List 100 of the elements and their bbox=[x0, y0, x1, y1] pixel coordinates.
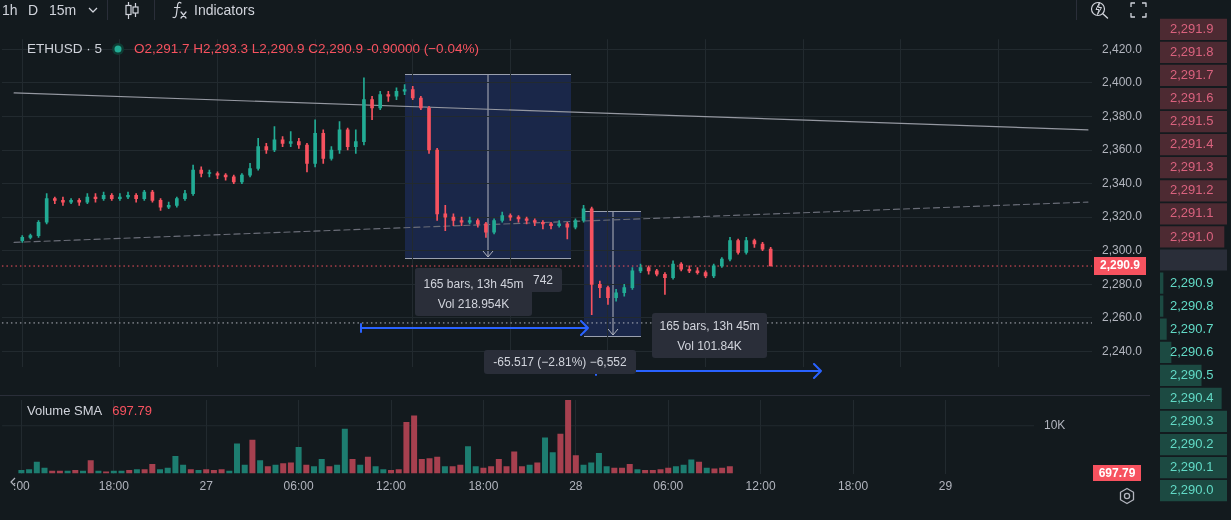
bar bbox=[218, 469, 225, 474]
bar bbox=[534, 462, 541, 474]
x-tick-label: 28 bbox=[569, 479, 583, 494]
ref-line-label: 10K bbox=[1044, 418, 1066, 433]
bar bbox=[341, 428, 348, 474]
bar bbox=[133, 469, 140, 474]
bar bbox=[465, 446, 472, 474]
text: 15m bbox=[49, 1, 77, 19]
x-tick-label: 27 bbox=[199, 479, 214, 494]
y-tick-label: 2,291.2 bbox=[1170, 182, 1214, 198]
bar bbox=[264, 466, 271, 474]
bar bbox=[180, 464, 187, 474]
annotation: Vol 218.954K bbox=[436, 296, 511, 312]
bar bbox=[441, 466, 448, 474]
bar bbox=[696, 461, 703, 474]
annotation: Vol 101.84K bbox=[676, 338, 743, 354]
y-tick-label: 2,420.0 bbox=[1102, 41, 1143, 56]
bar bbox=[157, 469, 164, 474]
x-tick-label: 12:00 bbox=[745, 479, 776, 494]
bar bbox=[472, 466, 479, 474]
y-tick-label: 2,291.0 bbox=[1170, 228, 1214, 244]
y-tick-label: 2,291.9 bbox=[1170, 20, 1214, 36]
bar bbox=[318, 458, 325, 474]
y-tick-label: 2,291.7 bbox=[1170, 67, 1214, 83]
y-tick-label: 2,290.4 bbox=[1170, 389, 1214, 405]
bar bbox=[349, 458, 356, 474]
bar bbox=[518, 466, 525, 474]
bar bbox=[1160, 318, 1167, 340]
candlestick bbox=[288, 131, 293, 147]
y-tick-label: 2,290.9 bbox=[1170, 274, 1214, 290]
y-tick-label: 2,380.0 bbox=[1102, 108, 1143, 123]
y-tick-label: 2,290.6 bbox=[1170, 343, 1214, 359]
bar bbox=[103, 471, 110, 474]
bar bbox=[488, 466, 495, 474]
y-tick-label: 2,300.0 bbox=[1102, 243, 1143, 258]
x-tick-label: 06:00 bbox=[283, 479, 314, 494]
y-tick-label: 2,291.3 bbox=[1170, 159, 1214, 175]
bar bbox=[326, 466, 333, 474]
y-tick-label: 2,290.8 bbox=[1170, 297, 1214, 313]
text: D bbox=[28, 1, 39, 19]
y-tick-label: 2,290.5 bbox=[1170, 366, 1214, 382]
y-tick-label: 2,291.4 bbox=[1170, 136, 1214, 152]
y-tick-label: 2,280.0 bbox=[1102, 276, 1143, 291]
y-tick-label: 2,291.6 bbox=[1170, 90, 1214, 106]
bar bbox=[241, 464, 248, 474]
x-tick-label: 06:00 bbox=[653, 479, 684, 494]
y-tick-label: 2,320.0 bbox=[1102, 209, 1143, 224]
bar bbox=[711, 468, 718, 474]
bar bbox=[411, 415, 418, 474]
bar bbox=[1160, 272, 1164, 294]
y-tick-label: 2,290.1 bbox=[1170, 459, 1214, 475]
y-tick-label: 2,291.8 bbox=[1170, 43, 1214, 59]
text: 1h bbox=[2, 1, 18, 19]
x-tick-label: 18:00 bbox=[98, 479, 130, 494]
y-tick-label: 2,291.5 bbox=[1170, 113, 1214, 129]
bar bbox=[187, 469, 194, 474]
chart-title: ETHUSD · 5 bbox=[27, 41, 103, 57]
bar bbox=[87, 460, 94, 474]
bar bbox=[33, 461, 40, 474]
bar bbox=[249, 439, 256, 474]
x-tick-label: 18:00 bbox=[838, 479, 869, 494]
bar bbox=[303, 464, 310, 474]
bar bbox=[726, 466, 733, 474]
bar bbox=[272, 464, 279, 474]
chart-subtitle: 697.79 bbox=[112, 403, 152, 419]
text: Indicators bbox=[194, 1, 255, 19]
annotation: 165 bars, 13h 45m bbox=[422, 276, 525, 293]
bar bbox=[672, 466, 679, 474]
bar bbox=[203, 469, 210, 474]
bar bbox=[287, 462, 294, 474]
y-tick-label: 2,360.0 bbox=[1102, 142, 1143, 157]
y-tick-label: 2,290.0 bbox=[1170, 482, 1214, 498]
bar bbox=[234, 443, 241, 474]
bar bbox=[364, 456, 371, 474]
y-tick-label: 2,290.2 bbox=[1170, 436, 1214, 452]
candlestick bbox=[598, 280, 602, 299]
bar bbox=[295, 447, 302, 474]
bar bbox=[634, 469, 641, 474]
bar bbox=[572, 455, 579, 474]
bar bbox=[280, 463, 287, 474]
bar bbox=[257, 460, 264, 474]
x-tick-label: 29 bbox=[938, 479, 953, 494]
annotation: 165 bars, 13h 45m bbox=[658, 318, 761, 335]
x-tick-label: 12:00 bbox=[376, 479, 407, 494]
y-tick-label: 2,260.0 bbox=[1102, 310, 1143, 325]
chart-title: Volume SMA bbox=[27, 403, 103, 419]
candlestick bbox=[663, 272, 667, 295]
y-tick-label: 2,400.0 bbox=[1102, 75, 1143, 90]
bar bbox=[595, 452, 602, 474]
candlestick bbox=[353, 129, 358, 154]
bar bbox=[357, 464, 364, 474]
candlestick bbox=[565, 221, 570, 240]
candlestick bbox=[443, 205, 448, 231]
bar bbox=[549, 452, 556, 474]
bar bbox=[334, 464, 341, 474]
bar bbox=[557, 433, 564, 474]
x-tick-label: :00 bbox=[13, 479, 31, 494]
bar bbox=[1160, 249, 1227, 271]
bar bbox=[26, 469, 33, 474]
bar bbox=[542, 437, 549, 474]
